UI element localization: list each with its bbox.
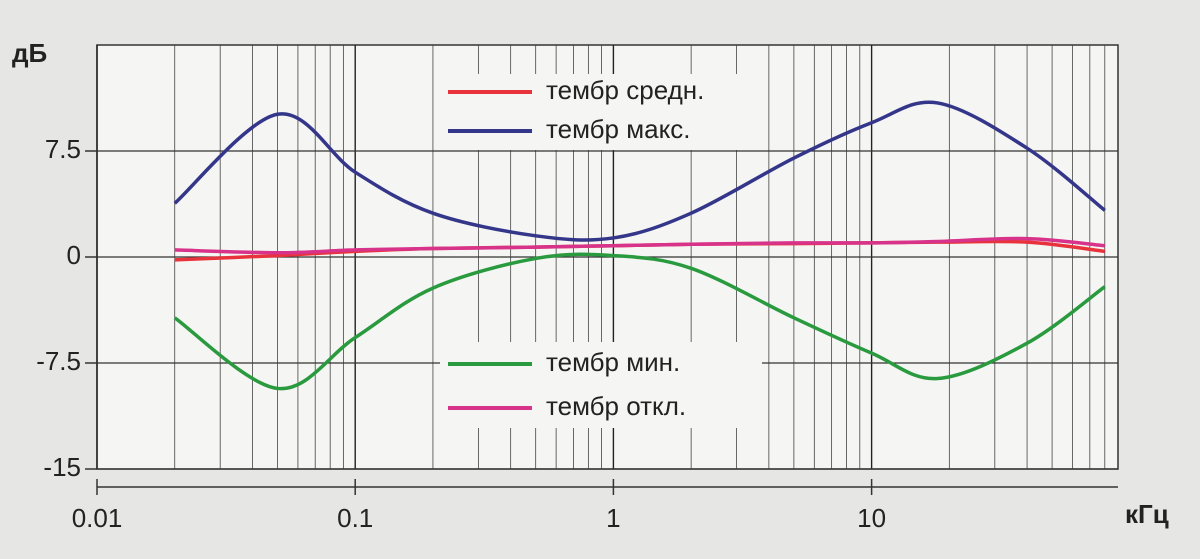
x-tick-label: 0.1 — [337, 503, 373, 533]
x-tick-label: 0.01 — [72, 503, 123, 533]
y-tick-label: 7.5 — [45, 134, 81, 164]
legend-box — [440, 342, 762, 428]
series-line — [173, 252, 1106, 391]
series-line — [173, 100, 1106, 242]
y-tick-label: -7.5 — [36, 346, 81, 376]
legend-label: тембр макс. — [546, 114, 690, 144]
y-tick-label: -15 — [43, 452, 81, 482]
legend-box — [440, 74, 762, 150]
legend-label: тембр мин. — [546, 347, 680, 377]
x-axis-label: кГц — [1125, 499, 1169, 529]
series-line — [174, 236, 1105, 255]
x-tick-label: 1 — [606, 503, 620, 533]
x-tick-label: 10 — [857, 503, 886, 533]
y-axis-label: дБ — [12, 38, 47, 68]
legend-label: тембр откл. — [546, 391, 686, 421]
y-tick-label: 0 — [67, 240, 81, 270]
legend-label: тембр средн. — [546, 75, 704, 105]
